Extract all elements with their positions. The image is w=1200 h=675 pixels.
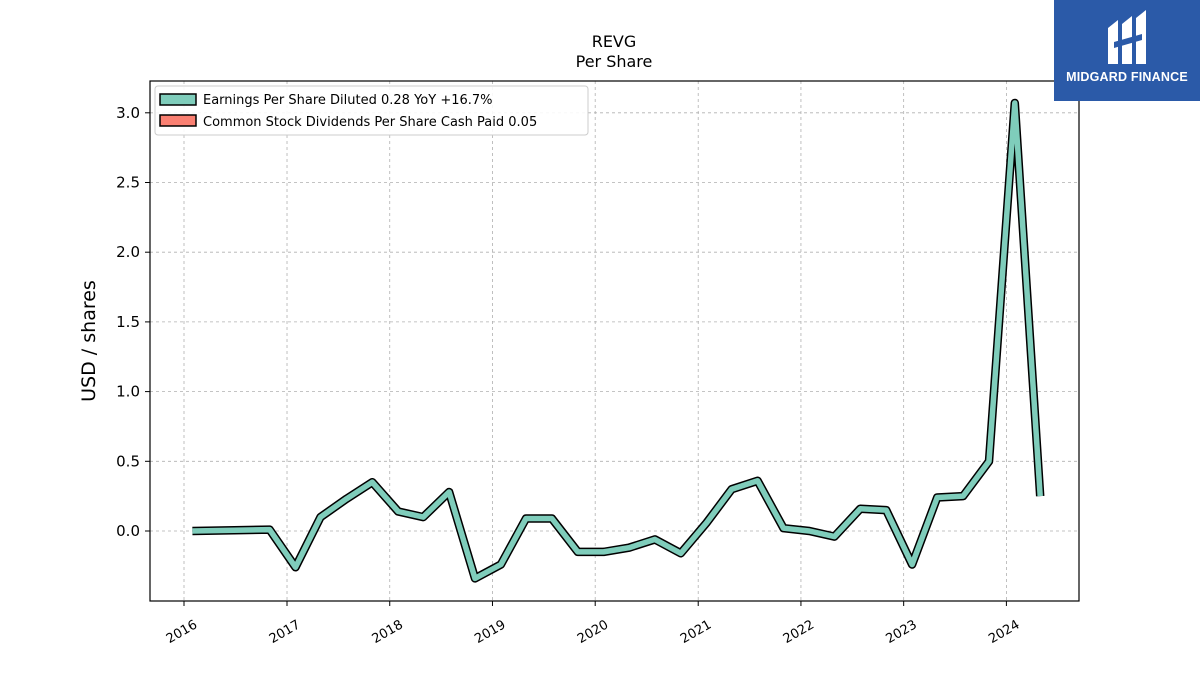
y-tick-label: 2.5 — [116, 174, 140, 192]
x-tick-label: 2021 — [678, 617, 714, 647]
y-tick-label: 0.5 — [116, 452, 140, 470]
x-tick-label: 2022 — [781, 617, 817, 647]
legend-box — [154, 85, 589, 136]
y-tick-label: 1.0 — [116, 383, 140, 401]
series-layer — [192, 98, 1045, 583]
eps-series-outline — [192, 98, 1045, 583]
x-tick-label: 2020 — [575, 617, 611, 647]
x-tick-label: 2016 — [164, 617, 200, 647]
y-tick-label: 2.0 — [116, 243, 140, 261]
y-axis-ticks: 0.0 0.5 1.0 1.5 2.0 2.5 3.0 — [116, 104, 150, 540]
x-tick-label: 2017 — [267, 617, 303, 647]
y-tick-label: 3.0 — [116, 104, 140, 122]
midgard-finance-logo: MIDGARD FINANCE — [1054, 0, 1200, 101]
logo-text: MIDGARD FINANCE — [1066, 70, 1188, 84]
x-axis-ticks: 2016 2017 2018 2019 2020 2021 2022 2023 2024 — [164, 601, 1022, 647]
x-tick-label: 2024 — [986, 617, 1022, 647]
y-tick-label: 0.0 — [116, 522, 140, 540]
x-tick-label: 2019 — [472, 617, 508, 647]
legend-label-dividends: Common Stock Dividends Per Share Cash Pa… — [203, 115, 537, 130]
x-tick-label: 2023 — [884, 617, 920, 647]
plot-frame — [149, 80, 1080, 602]
grid — [150, 81, 1079, 601]
legend-label-eps: Earnings Per Share Diluted 0.28 YoY +16.… — [203, 93, 493, 108]
midgard-logo-icon — [1108, 10, 1146, 64]
eps-series-line — [192, 100, 1043, 582]
chart-subtitle: Per Share — [576, 52, 653, 71]
legend: Earnings Per Share Diluted 0.28 YoY +16.… — [154, 85, 589, 136]
x-tick-label: 2018 — [370, 617, 406, 647]
chart-title: REVG — [592, 32, 637, 51]
y-tick-label: 1.5 — [116, 313, 140, 331]
legend-swatch-dividends — [159, 114, 197, 127]
y-axis-label: USD / shares — [78, 280, 100, 402]
legend-swatch-eps — [159, 93, 197, 106]
